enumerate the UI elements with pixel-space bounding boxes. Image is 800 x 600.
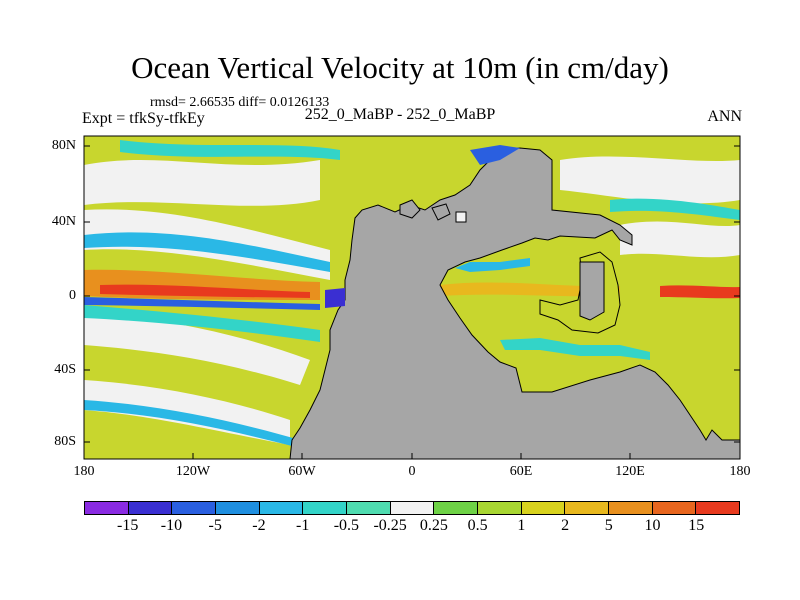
lon-label-60w: 60W (288, 464, 316, 479)
colorbar-box (347, 502, 391, 514)
colorbar-label: -0.5 (333, 517, 360, 534)
lon-label-180e: 180 (729, 464, 751, 479)
colorbar-box (303, 502, 348, 514)
field-band (84, 160, 320, 206)
colorbar-label: -2 (252, 517, 266, 534)
coastal-band (470, 145, 520, 165)
colorbar-box (652, 502, 697, 514)
coastal-band (325, 288, 345, 308)
colorbar-label: 10 (644, 517, 661, 534)
equatorial-upwelling (660, 285, 740, 299)
field-band (620, 221, 740, 258)
field-band (84, 232, 330, 272)
colorbar-box (216, 502, 260, 514)
coastal-band (455, 258, 530, 272)
colorbar-box (390, 502, 435, 514)
colorbar-label: -5 (208, 517, 222, 534)
field-band (84, 305, 320, 342)
colorbar-label: 5 (604, 517, 613, 534)
land-island (399, 199, 421, 219)
season-label: ANN (707, 108, 742, 125)
colorbar-box (85, 502, 129, 514)
colorbar-box (696, 502, 740, 514)
equatorial-downwelling (84, 297, 320, 310)
equatorial-upwelling (100, 284, 310, 298)
lat-label-0: 0 (69, 288, 76, 303)
lon-label-180w: 180 (73, 464, 95, 479)
colorbar-label: -1 (295, 517, 310, 534)
colorbar-label: 0.5 (467, 517, 488, 534)
colorbar-box (521, 502, 566, 514)
colorbar-label: -10 (160, 517, 183, 534)
lat-label-40s: 40S (54, 362, 76, 377)
land-island (455, 211, 467, 223)
colorbar-label: 15 (688, 517, 705, 534)
field-band (610, 198, 740, 220)
colorbar-box (609, 502, 653, 514)
colorbar-box (259, 502, 304, 514)
field-band (84, 310, 310, 385)
colorbar (84, 501, 740, 515)
lat-label-80s: 80S (54, 434, 76, 449)
colorbar-box (565, 502, 610, 514)
land-island (431, 203, 451, 221)
experiment-label: Expt = tfkSy-tfkEy (82, 110, 205, 127)
experiment-names: 252_0_MaBP - 252_0_MaBP (304, 106, 496, 123)
colorbar-box (434, 502, 479, 514)
field-band (440, 282, 620, 297)
colorbar-box (172, 502, 217, 514)
colorbar-label: 1 (517, 517, 526, 534)
field-band (560, 156, 740, 204)
lat-label-80n: 80N (51, 138, 76, 153)
lon-label-0: 0 (408, 464, 416, 479)
land-island (579, 261, 605, 321)
lon-label-120w: 120W (175, 464, 211, 479)
colorbar-box (128, 502, 173, 514)
colorbar-label: 0.25 (419, 517, 448, 534)
lat-label-40n: 40N (51, 214, 76, 229)
coastal-band (500, 338, 650, 360)
map-title: Ocean Vertical Velocity at 10m (in cm/da… (131, 50, 669, 85)
field-band (84, 400, 300, 448)
colorbar-label: -0.25 (373, 517, 407, 534)
lon-label-120e: 120E (615, 464, 645, 479)
stats-text: rmsd= 2.66535 diff= 0.0126133 (150, 95, 330, 110)
field-band (120, 140, 340, 160)
axis-ticks (83, 145, 741, 459)
lon-label-60e: 60E (509, 464, 533, 479)
colorbar-label: 2 (561, 517, 570, 534)
colorbar-label: -15 (117, 517, 139, 534)
colorbar-box (478, 502, 522, 514)
